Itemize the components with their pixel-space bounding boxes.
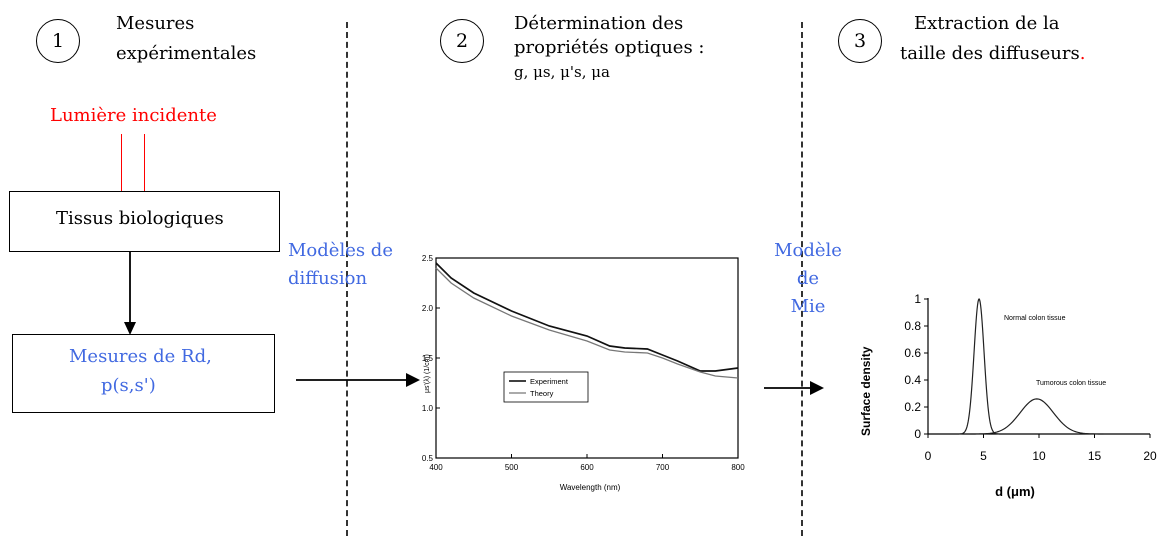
step-2-title: Détermination des propriétés optiques : … xyxy=(514,12,705,84)
diffusion-model-line2: diffusion xyxy=(288,268,368,289)
incident-light-label: Lumière incidente xyxy=(50,105,217,126)
chart2-xtick-label: 0 xyxy=(925,449,932,463)
incident-light-ray-1 xyxy=(121,134,122,192)
mie-model-label: Modèle de Mie xyxy=(766,237,850,321)
step-3-dot: . xyxy=(1079,43,1086,64)
chart1-xtick-label: 700 xyxy=(656,463,670,472)
chart1-ytick-label: 0.5 xyxy=(422,454,434,463)
step-2-line2: propriétés optiques : xyxy=(514,37,705,58)
chart1-series-theory xyxy=(435,267,739,379)
diffusion-model-line1: Modèles de xyxy=(288,240,393,261)
measures-box: Mesures de Rd, p(s,s') xyxy=(12,334,275,413)
chart1-legend-theory: Theory xyxy=(530,389,554,398)
chart1-series-experiment xyxy=(435,262,739,372)
step-1-title: Mesures expérimentales xyxy=(116,12,256,66)
size-distribution-chart: 0 5 10 15 20 0 0.2 0.4 0.6 0.8 1 Surface density d… xyxy=(859,292,1157,499)
measures-box-line1: Mesures de Rd, xyxy=(69,346,212,367)
chart2-xtick-label: 10 xyxy=(1032,449,1046,463)
chart2-annotation-normal: Normal colon tissue xyxy=(1004,315,1066,322)
chart1-ytick-label: 2.5 xyxy=(422,254,434,263)
down-arrow xyxy=(124,252,136,335)
chart1-ytick-label: 2.0 xyxy=(422,304,434,313)
chart2-xtick-label: 5 xyxy=(980,449,987,463)
chart1-xtick-label: 400 xyxy=(429,463,443,472)
chart1-xtick-label: 800 xyxy=(731,463,745,472)
chart1-xtick-label: 500 xyxy=(505,463,519,472)
chart1-legend-box xyxy=(503,371,589,403)
chart2-xtick-label: 15 xyxy=(1088,449,1102,463)
separator-2 xyxy=(801,22,803,536)
diffusion-model-label: Modèles de diffusion xyxy=(288,237,393,293)
chart2-ytick-label: 1 xyxy=(914,292,921,306)
step-3-line2: taille des diffuseurs xyxy=(900,43,1080,64)
right-arrow-1 xyxy=(296,373,420,387)
measures-box-line2: p(s,s') xyxy=(101,375,156,396)
chart1-frame xyxy=(435,257,739,459)
chart1-ytick-label: 1.5 xyxy=(422,354,434,363)
mie-model-line2: Mie xyxy=(790,296,826,317)
tissue-box: Tissus biologiques xyxy=(9,191,280,252)
step-2-line3: g, μs, μ's, μa xyxy=(514,63,610,81)
chart2-xtick-label: 20 xyxy=(1143,449,1157,463)
step-1-number: 1 xyxy=(36,19,80,63)
scattering-spectrum-chart: 400 500 600 700 800 0.5 1.0 1.5 2.0 2.5 μs'(λ) (1… xyxy=(422,254,745,492)
mie-model-line1: Modèle de xyxy=(774,240,842,289)
chart2-curve-tumorous xyxy=(970,398,1104,435)
separator-1 xyxy=(346,22,348,536)
chart2-annotation-tumorous: Tumorous colon tissue xyxy=(1036,380,1106,387)
step-3-number: 3 xyxy=(838,19,882,63)
chart2-ytick-label: 0.2 xyxy=(904,400,921,414)
chart1-xtick-label: 600 xyxy=(580,463,594,472)
incident-light-ray-2 xyxy=(144,134,145,192)
step-2-line1: Détermination des xyxy=(514,13,684,34)
step-1-line2: expérimentales xyxy=(116,43,257,64)
chart2-curve-normal xyxy=(959,297,1000,435)
chart1-ylabel: μs'(λ) (1/cm) xyxy=(424,354,431,393)
tissue-box-label: Tissus biologiques xyxy=(56,208,224,229)
chart2-ytick-label: 0.8 xyxy=(904,319,921,333)
chart2-xlabel: d (μm) xyxy=(995,484,1035,499)
right-arrow-2 xyxy=(764,381,824,395)
chart2-ylabel: Surface density xyxy=(859,346,873,436)
chart1-legend-experiment: Experiment xyxy=(530,377,569,386)
chart2-ytick-label: 0 xyxy=(914,427,921,441)
chart1-xlabel: Wavelength (nm) xyxy=(560,483,621,492)
chart2-ytick-label: 0.4 xyxy=(904,373,921,387)
chart2-ytick-label: 0.6 xyxy=(904,346,921,360)
step-3-line1: Extraction de la xyxy=(914,13,1060,34)
step-2-number: 2 xyxy=(440,19,484,63)
step-3-title: Extraction de la taille des diffuseurs. xyxy=(900,12,1085,66)
step-1-line1: Mesures xyxy=(116,13,195,34)
chart1-ytick-label: 1.0 xyxy=(422,404,434,413)
